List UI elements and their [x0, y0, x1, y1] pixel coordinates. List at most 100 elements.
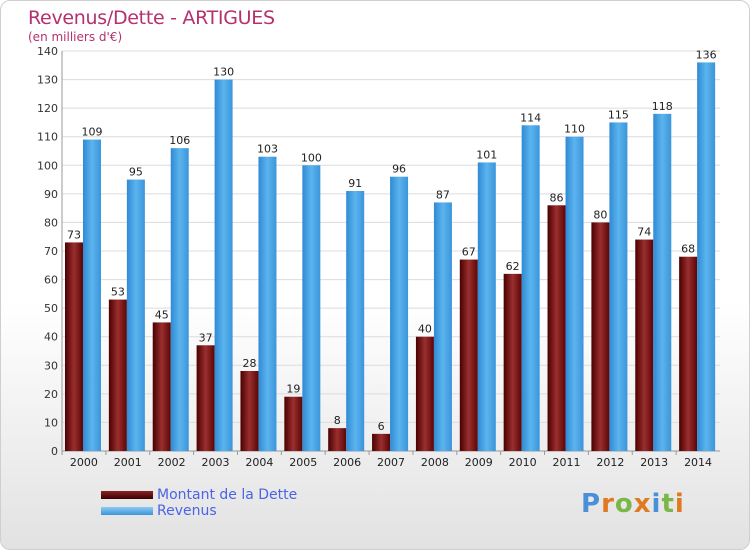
x-tick-label-2001: 2001 — [114, 456, 142, 469]
logo-letter: r — [601, 489, 615, 519]
y-tick-label-140: 140 — [37, 45, 58, 58]
y-tick-label-70: 70 — [44, 245, 58, 258]
bar-revenus-2007 — [390, 176, 409, 451]
y-tick-label-130: 130 — [37, 74, 58, 87]
data-label-revenus-2012: 115 — [608, 108, 629, 121]
y-tick-label-20: 20 — [44, 388, 58, 401]
bar-dette-2010 — [503, 273, 522, 451]
y-tick-label-0: 0 — [51, 445, 58, 458]
y-tick-label-90: 90 — [44, 188, 58, 201]
legend-swatch-revenus — [101, 507, 153, 515]
y-tick-label-100: 100 — [37, 159, 58, 172]
data-label-dette-2009: 67 — [462, 246, 476, 259]
logo-letter: x — [633, 489, 652, 519]
data-label-dette-2005: 19 — [286, 383, 300, 396]
y-tick-label-120: 120 — [37, 102, 58, 115]
y-tick-label-30: 30 — [44, 359, 58, 372]
x-tick-label-2007: 2007 — [377, 456, 405, 469]
bar-dette-2007 — [372, 433, 391, 451]
y-tick-label-60: 60 — [44, 274, 58, 287]
bar-revenus-2006 — [346, 191, 365, 451]
data-label-revenus-2014: 136 — [696, 48, 717, 61]
bar-dette-2005 — [284, 396, 303, 451]
data-label-revenus-2010: 114 — [520, 111, 541, 124]
data-label-dette-2004: 28 — [242, 357, 256, 370]
data-label-revenus-2000: 109 — [82, 126, 103, 139]
bar-revenus-2012 — [609, 122, 628, 451]
data-label-dette-2001: 53 — [111, 286, 125, 299]
data-label-revenus-2011: 110 — [564, 123, 585, 136]
bar-revenus-2004 — [258, 156, 277, 451]
chart-subtitle: (en milliers d'€) — [28, 30, 123, 44]
data-label-dette-2007: 6 — [378, 420, 385, 433]
y-tick-label-40: 40 — [44, 331, 58, 344]
legend-swatch-dette — [101, 491, 153, 499]
bar-revenus-2005 — [302, 165, 321, 452]
bar-revenus-2014 — [697, 62, 716, 452]
x-tick-label-2006: 2006 — [333, 456, 361, 469]
x-tick-label-2004: 2004 — [245, 456, 273, 469]
y-tick-label-10: 10 — [44, 416, 58, 429]
logo-letter: o — [614, 489, 634, 519]
x-tick-label-2010: 2010 — [509, 456, 537, 469]
legend-label-revenus: Revenus — [157, 503, 217, 519]
x-tick-label-2005: 2005 — [289, 456, 317, 469]
logo-letter: P — [581, 489, 602, 519]
data-label-dette-2006: 8 — [334, 414, 341, 427]
y-tick-label-110: 110 — [37, 131, 58, 144]
chart-title: Revenus/Dette - ARTIGUES — [28, 7, 275, 29]
data-label-revenus-2006: 91 — [348, 177, 362, 190]
bar-revenus-2013 — [653, 113, 672, 451]
data-label-revenus-2004: 103 — [257, 143, 278, 156]
logo-letter: i — [674, 489, 685, 519]
bar-dette-2009 — [459, 259, 478, 451]
data-label-dette-2010: 62 — [506, 260, 520, 273]
data-label-dette-2008: 40 — [418, 323, 432, 336]
y-tick-label-80: 80 — [44, 216, 58, 229]
bar-dette-2006 — [328, 428, 347, 451]
data-label-revenus-2009: 101 — [476, 148, 497, 161]
bar-dette-2002 — [152, 322, 171, 451]
data-label-revenus-2005: 100 — [301, 151, 322, 164]
x-tick-label-2003: 2003 — [202, 456, 230, 469]
data-label-dette-2012: 80 — [593, 208, 607, 221]
bar-revenus-2008 — [433, 202, 452, 451]
legend-item-revenus: Revenus — [101, 503, 297, 519]
data-label-dette-2002: 45 — [155, 308, 169, 321]
data-label-revenus-2008: 87 — [436, 188, 450, 201]
logo-letter: i — [651, 489, 662, 519]
data-label-revenus-2002: 106 — [169, 134, 190, 147]
logo-letter: t — [661, 489, 675, 519]
x-tick-label-2012: 2012 — [596, 456, 624, 469]
data-label-dette-2011: 86 — [550, 191, 564, 204]
data-label-dette-2000: 73 — [67, 228, 81, 241]
x-tick-label-2011: 2011 — [552, 456, 580, 469]
bar-revenus-2011 — [565, 136, 584, 451]
proxiti-logo: Proxiti — [581, 489, 685, 519]
bar-revenus-2002 — [170, 148, 189, 451]
bar-dette-2013 — [635, 239, 654, 451]
legend: Montant de la Dette Revenus — [101, 487, 297, 519]
data-label-revenus-2001: 95 — [129, 166, 143, 179]
bar-revenus-2000 — [83, 139, 101, 452]
data-label-revenus-2013: 118 — [652, 100, 673, 113]
x-tick-label-2008: 2008 — [421, 456, 449, 469]
bar-dette-2000 — [65, 242, 83, 451]
bar-revenus-2001 — [126, 179, 145, 452]
bar-dette-2004 — [240, 371, 259, 451]
legend-label-dette: Montant de la Dette — [157, 487, 298, 503]
data-label-dette-2013: 74 — [637, 226, 651, 239]
x-tick-label-2000: 2000 — [70, 456, 98, 469]
x-tick-label-2013: 2013 — [640, 456, 668, 469]
bar-revenus-2003 — [214, 79, 233, 452]
legend-item-dette: Montant de la Dette — [101, 487, 297, 503]
bar-dette-2012 — [591, 222, 610, 451]
data-label-revenus-2003: 130 — [213, 66, 234, 79]
bar-revenus-2010 — [521, 125, 540, 452]
bar-dette-2014 — [679, 256, 698, 451]
data-label-revenus-2007: 96 — [392, 163, 406, 176]
bar-dette-2011 — [547, 205, 566, 451]
data-label-dette-2003: 37 — [199, 331, 213, 344]
